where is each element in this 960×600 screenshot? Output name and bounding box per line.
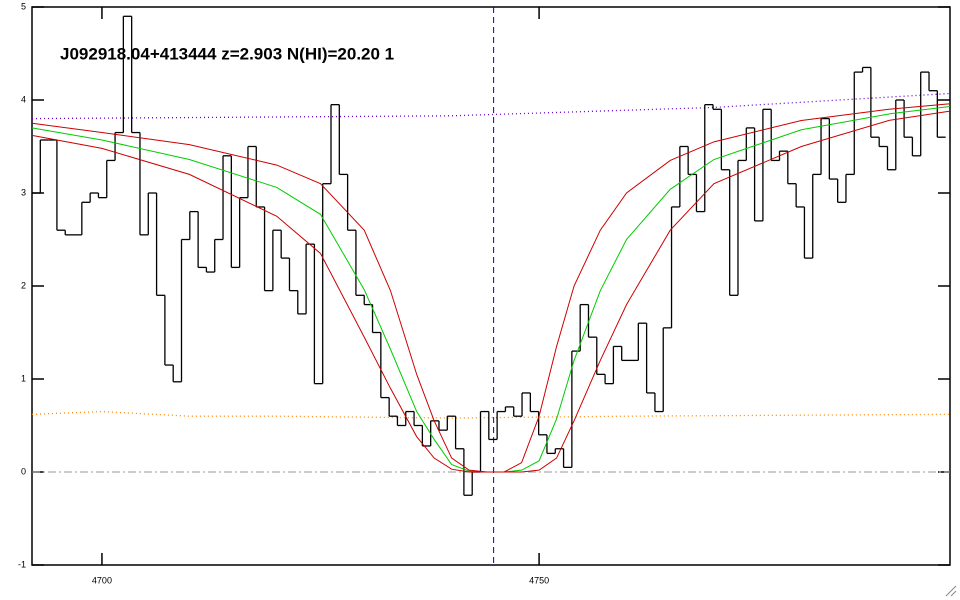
y-tick-label: 4 <box>21 94 26 104</box>
model-line <box>31 110 951 473</box>
y-tick-label: 5 <box>21 1 26 11</box>
y-tick-label: 1 <box>21 373 26 383</box>
resize-grip <box>945 585 957 597</box>
model-line <box>31 92 951 120</box>
y-tick-label: -1 <box>18 559 26 569</box>
x-tick-label: 4750 <box>529 575 549 585</box>
y-tick-label: 3 <box>21 187 26 197</box>
y-tick-label: 0 <box>21 466 26 476</box>
chart-title: J092918.04+413444 z=2.903 N(HI)=20.20 1 <box>60 44 394 63</box>
y-tick-label: 2 <box>21 280 26 290</box>
x-tick-label: 4700 <box>92 575 112 585</box>
model-line <box>31 410 951 419</box>
